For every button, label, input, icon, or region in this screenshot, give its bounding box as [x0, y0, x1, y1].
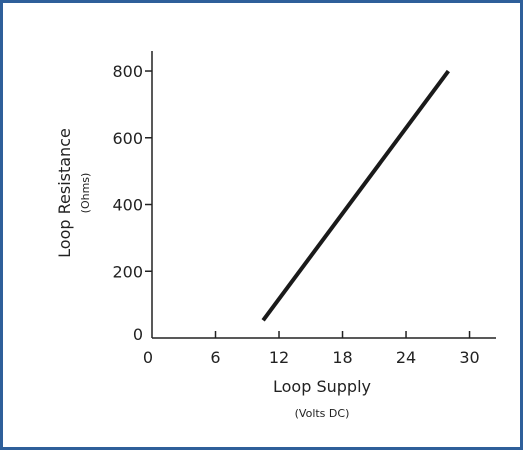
y-tick-label: 200 [112, 262, 143, 281]
x-tick-label: 30 [459, 348, 479, 367]
x-axis-subtitle: (Volts DC) [295, 407, 350, 420]
x-tick-label: 24 [396, 348, 416, 367]
series [261, 69, 450, 322]
y-tick-label: 0 [133, 325, 143, 344]
y-tick-label: 800 [112, 62, 143, 81]
x-tick-label: 6 [210, 348, 220, 367]
y-tick-label: 400 [112, 196, 143, 215]
y-axis-subtitle: (Ohms) [79, 173, 92, 214]
loop-resistance-chart: 0 6 12 18 24 30 0 200 400 600 800 Loop Supply (Vol… [55, 51, 496, 420]
x-axis-title: Loop Supply [273, 377, 371, 396]
axes [151, 51, 496, 339]
x-tick-label: 12 [269, 348, 289, 367]
y-tick-label: 600 [112, 129, 143, 148]
ticks: 0 6 12 18 24 30 0 200 400 600 800 [112, 62, 479, 367]
x-tick-label: 0 [143, 348, 153, 367]
x-tick-label: 18 [332, 348, 352, 367]
y-axis-title: Loop Resistance [55, 128, 74, 258]
series-line [261, 69, 450, 322]
